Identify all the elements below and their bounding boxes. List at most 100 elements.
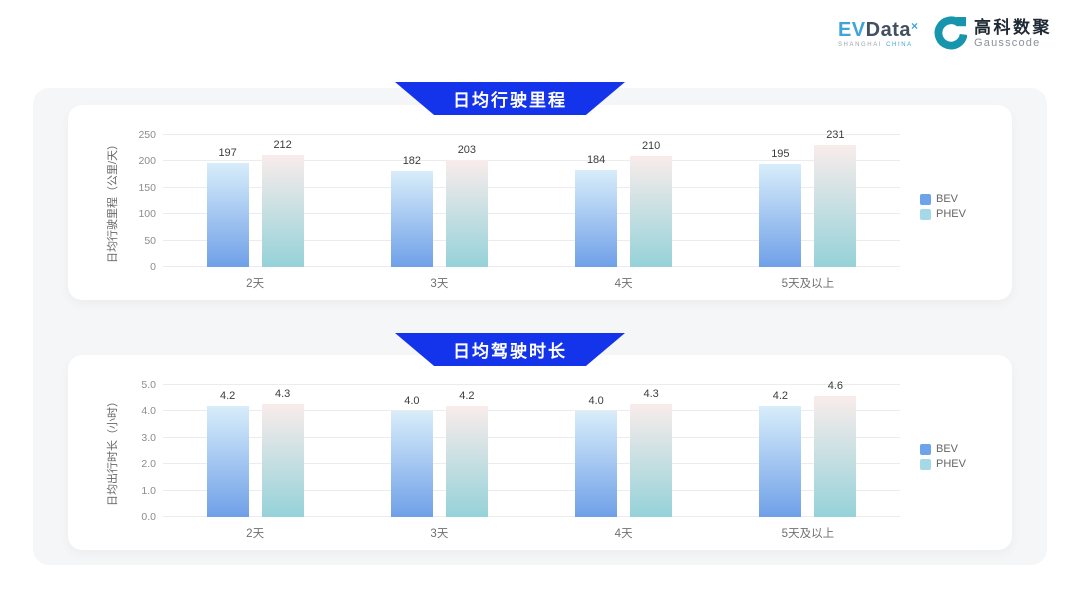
bar-value-label: 197 <box>218 147 237 159</box>
legend-label: BEV <box>936 443 959 455</box>
bar-group: 195 231 5天及以上 <box>716 129 900 290</box>
x-category-label: 4天 <box>614 278 633 290</box>
bar-group: 4.2 4.3 2天 <box>163 385 347 540</box>
mileage-chart-card: 日均行驶里程（公里/天） 0 50 100 150 200 250 197 212 2天 182… <box>68 105 1012 300</box>
evdata-subtext: SHANGHAI CHINA <box>838 42 913 48</box>
bar-value-label: 231 <box>826 129 845 141</box>
x-category-label: 2天 <box>246 278 265 290</box>
bar-phev-wrap: 4.3 <box>630 387 673 517</box>
bar-phev <box>630 156 673 267</box>
y-tick-label: 250 <box>138 129 156 141</box>
gridline <box>163 384 900 385</box>
gridline <box>163 134 900 135</box>
bar-phev <box>814 145 857 267</box>
mileage-chart-title: 日均行驶里程 <box>453 91 567 110</box>
gausscode-g-icon <box>934 16 967 50</box>
bar-bev <box>575 411 618 517</box>
x-category-label: 2天 <box>246 528 265 540</box>
bar-phev <box>261 155 304 267</box>
legend-item-bev[interactable]: BEV <box>920 443 966 455</box>
bar-bev <box>206 406 249 517</box>
bar-bev-wrap: 4.0 <box>575 395 618 517</box>
bar-value-label: 4.2 <box>459 390 475 403</box>
bar-phev <box>445 406 488 517</box>
bar-value-label: 4.2 <box>772 390 789 403</box>
gridline <box>163 160 900 162</box>
bar-phev-wrap: 4.6 <box>814 379 857 517</box>
gridline <box>163 213 900 215</box>
mileage-plot-area: 197 212 2天 182 203 3天 184 210 4天 195 231 5天及以上 <box>163 129 900 290</box>
y-tick-label: 200 <box>138 155 156 168</box>
gridline <box>163 516 900 517</box>
legend-swatch <box>920 458 931 470</box>
bar-bev <box>390 411 433 517</box>
bar-group: 4.0 4.3 4天 <box>532 385 716 540</box>
y-tick-label: 150 <box>138 181 156 194</box>
gridline <box>163 410 900 412</box>
bar-phev-wrap: 4.2 <box>445 390 488 517</box>
mileage-y-axis-title: 日均行驶里程（公里/天） <box>107 138 119 264</box>
bar-group: 182 203 3天 <box>347 135 531 290</box>
bar-bev-wrap: 4.2 <box>759 390 802 517</box>
bar-bev <box>759 406 802 517</box>
gausscode-en-name: Gausscode <box>974 36 1041 49</box>
y-tick-label: 50 <box>144 234 156 247</box>
mileage-chart-title-banner: 日均行驶里程 <box>395 82 625 115</box>
x-category-label: 3天 <box>430 528 449 540</box>
bar-bev <box>390 170 433 267</box>
bar-value-label: 195 <box>771 148 790 160</box>
bar-value-label: 4.3 <box>274 387 291 400</box>
bar-phev-wrap: 231 <box>814 129 857 267</box>
gridline <box>163 463 900 465</box>
gridline <box>163 436 900 438</box>
bar-bev <box>759 164 802 267</box>
mileage-legend: BEV PHEV <box>920 193 966 220</box>
bar-phev-wrap: 210 <box>630 140 673 267</box>
bar-value-label: 4.0 <box>404 395 420 408</box>
legend-item-bev[interactable]: BEV <box>920 193 966 205</box>
bar-value-label: 210 <box>641 140 661 153</box>
evdata-sub-right: CHINA <box>886 41 913 48</box>
y-tick-label: 0.0 <box>141 511 156 523</box>
duration-chart-title: 日均驾驶时长 <box>453 342 567 361</box>
bar-value-label: 184 <box>586 153 606 166</box>
duration-y-axis-title: 日均出行时长（小时） <box>107 396 119 506</box>
header-logo-area: EV Data × SHANGHAI CHINA 高科数聚 Gausscode <box>838 16 1052 51</box>
legend-item-phev[interactable]: PHEV <box>920 208 966 220</box>
bar-bev-wrap: 197 <box>206 147 249 267</box>
gausscode-logo: 高科数聚 Gausscode <box>934 16 1052 51</box>
bar-value-label: 4.3 <box>643 387 659 400</box>
duration-y-axis-ticks: 0.0 1.0 2.0 3.0 4.0 5.0 <box>126 379 156 523</box>
gridline <box>163 266 900 267</box>
gausscode-cn-name: 高科数聚 <box>974 17 1052 37</box>
bar-group: 4.0 4.2 3天 <box>347 385 531 540</box>
gridline <box>163 489 900 491</box>
bar-phev-wrap: 212 <box>261 139 304 267</box>
duration-plot-area: 4.2 4.3 2天 4.0 4.2 3天 4.0 4.3 4天 4.2 4.6 5天及以上 <box>163 380 900 540</box>
gridline <box>163 186 900 188</box>
evdata-data-text: Data <box>865 18 911 41</box>
evdata-ev-text: EV <box>837 18 866 41</box>
legend-label: PHEV <box>936 208 966 220</box>
y-tick-label: 100 <box>138 208 156 221</box>
x-category-label: 4天 <box>614 528 633 540</box>
legend-label: PHEV <box>936 458 966 470</box>
x-category-label: 3天 <box>430 278 449 290</box>
bar-phev <box>630 403 673 517</box>
legend-item-phev[interactable]: PHEV <box>920 458 966 470</box>
duration-legend: BEV PHEV <box>920 443 966 470</box>
gridline <box>163 239 900 241</box>
legend-label: BEV <box>936 193 959 205</box>
bar-value-label: 182 <box>402 154 422 167</box>
bar-bev-wrap: 184 <box>575 153 618 267</box>
bar-bev-wrap: 4.2 <box>206 390 249 517</box>
bar-phev <box>445 159 488 267</box>
bar-value-label: 4.6 <box>827 379 844 392</box>
evdata-sub-left: SHANGHAI <box>837 41 883 48</box>
legend-swatch <box>920 193 931 205</box>
bar-value-label: 203 <box>457 143 477 156</box>
bar-group: 4.2 4.6 5天及以上 <box>716 380 900 540</box>
bar-phev-wrap: 203 <box>445 143 488 267</box>
mileage-y-axis-ticks: 0 50 100 150 200 250 <box>126 129 156 273</box>
